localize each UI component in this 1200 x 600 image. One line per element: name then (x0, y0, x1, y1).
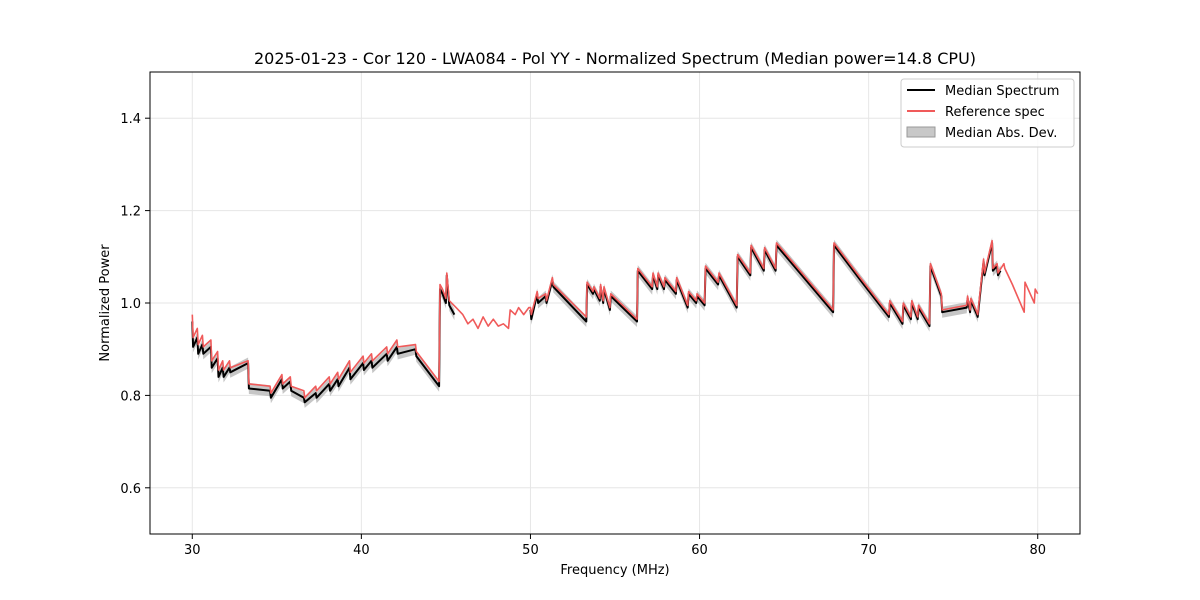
x-axis: 30 40 50 60 70 80 (184, 534, 1046, 558)
x-axis-label: Frequency (MHz) (560, 563, 669, 578)
y-tick-label: 1.4 (120, 112, 141, 127)
legend-reference-label: Reference spec (945, 105, 1045, 120)
y-tick-label: 1.0 (120, 297, 141, 312)
legend-mad-label: Median Abs. Dev. (945, 126, 1057, 141)
mad-band (192, 269, 455, 408)
x-tick-label: 30 (184, 543, 201, 558)
y-tick-label: 1.2 (120, 205, 141, 220)
legend-mad-swatch (906, 126, 936, 138)
x-tick-label: 40 (353, 543, 370, 558)
x-tick-label: 60 (691, 543, 708, 558)
x-tick-label: 50 (522, 543, 539, 558)
y-tick-label: 0.8 (120, 389, 141, 404)
chart-title: 2025-01-23 - Cor 120 - LWA084 - Pol YY -… (254, 49, 976, 68)
y-axis-label: Normalized Power (98, 244, 113, 362)
legend-median-label: Median Spectrum (945, 84, 1059, 99)
x-tick-label: 80 (1029, 543, 1046, 558)
legend-box (900, 78, 1075, 148)
plot-area (191, 237, 1039, 408)
legend: Median Spectrum Reference spec Median Ab… (900, 78, 1075, 148)
reference-spectrum-line (191, 239, 1039, 399)
y-axis: 0.6 0.8 1.0 1.2 1.4 (120, 112, 150, 497)
y-tick-label: 0.6 (120, 482, 141, 497)
x-tick-label: 70 (860, 543, 877, 558)
